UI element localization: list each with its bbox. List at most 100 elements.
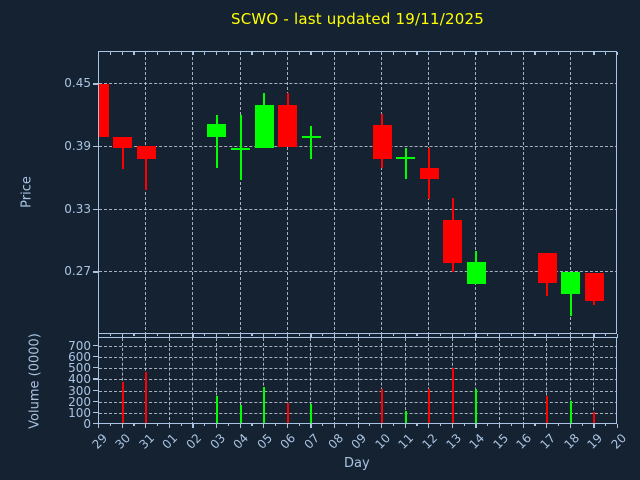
x-tick-label-text: 01 xyxy=(159,431,181,452)
x-tick-mark xyxy=(440,424,442,426)
x-tick-label-text: 31 xyxy=(136,431,158,452)
x-tick-mark xyxy=(510,424,513,426)
x-tick-mark xyxy=(357,424,359,428)
price-tick-label: 0.33 xyxy=(64,201,91,216)
volume-bar xyxy=(286,402,289,423)
volume-gridline-v xyxy=(286,338,288,423)
x-tick-mark xyxy=(463,424,465,426)
price-axis-label: Price xyxy=(19,176,35,208)
x-tick-mark xyxy=(463,334,465,336)
candle-body xyxy=(443,220,463,263)
x-tick-mark xyxy=(534,334,536,336)
x-tick-label-text: 02 xyxy=(183,431,205,452)
x-tick-mark xyxy=(133,424,135,426)
x-tick-mark xyxy=(605,424,607,426)
volume-panel xyxy=(98,337,617,424)
x-tick-mark xyxy=(133,334,135,336)
x-tick-mark xyxy=(251,424,253,426)
x-tick-mark xyxy=(251,334,253,336)
x-tick-mark xyxy=(546,424,548,428)
x-tick-label-text: 13 xyxy=(443,431,464,452)
volume-gridline-v xyxy=(215,338,217,423)
x-tick-label-text: 05 xyxy=(254,431,276,452)
x-tick-label-text: 18 xyxy=(561,431,582,452)
price-gridline-h xyxy=(99,208,616,210)
volume-gridline-v xyxy=(475,338,477,423)
x-tick-label-text: 20 xyxy=(608,431,629,452)
x-tick-mark xyxy=(617,334,619,338)
volume-tick-label: 200 xyxy=(68,394,91,409)
x-tick-label-text: 15 xyxy=(490,431,511,452)
candle-body xyxy=(584,273,604,301)
volume-gridline-v xyxy=(357,338,359,423)
x-tick-mark xyxy=(156,424,159,426)
price-tick-label: 0.45 xyxy=(64,76,91,91)
x-tick-mark xyxy=(510,334,513,336)
volume-bar xyxy=(451,368,454,423)
x-tick-mark xyxy=(345,424,347,426)
x-tick-mark xyxy=(558,424,560,426)
x-tick-mark xyxy=(145,424,147,428)
volume-tick-label: 500 xyxy=(68,361,91,376)
x-tick-mark xyxy=(322,424,324,426)
candle-body xyxy=(231,148,251,151)
x-tick-mark xyxy=(534,424,536,426)
candle-wick xyxy=(310,126,313,159)
volume-tick-label: 600 xyxy=(68,350,91,365)
x-tick-mark xyxy=(298,424,300,426)
volume-tick-label: 700 xyxy=(68,338,91,353)
volume-gridline-v xyxy=(310,338,312,423)
x-tick-mark xyxy=(109,424,111,426)
x-tick-mark xyxy=(263,424,265,428)
volume-gridline-v xyxy=(239,338,241,423)
price-gridline-v xyxy=(569,52,571,333)
price-gridline-v xyxy=(475,52,477,333)
x-tick-mark xyxy=(369,334,371,336)
price-gridline-v xyxy=(239,52,241,333)
candle-body xyxy=(278,105,298,148)
volume-gridline-v xyxy=(192,338,194,423)
x-tick-mark xyxy=(274,334,277,336)
x-tick-mark xyxy=(522,424,524,428)
x-tick-label-text: 14 xyxy=(466,431,488,452)
x-tick-label-text: 16 xyxy=(513,431,535,452)
x-tick-mark xyxy=(558,334,560,336)
x-tick-mark xyxy=(605,334,607,336)
price-gridline-v xyxy=(192,52,194,333)
volume-bar xyxy=(121,381,124,423)
x-tick-mark xyxy=(109,334,111,336)
x-tick-mark xyxy=(392,424,395,426)
x-tick-label-text: 07 xyxy=(301,431,323,452)
x-tick-label-text: 06 xyxy=(277,431,299,452)
candle-wick xyxy=(404,148,407,180)
volume-tick-label: 400 xyxy=(68,372,91,387)
volume-gridline-v xyxy=(168,338,170,423)
x-tick-mark xyxy=(617,424,619,428)
candle-body xyxy=(136,145,156,159)
x-tick-mark xyxy=(98,424,100,428)
volume-bar xyxy=(310,403,313,423)
x-tick-label-text: 30 xyxy=(112,431,134,452)
volume-bar xyxy=(475,388,478,423)
x-tick-mark xyxy=(156,334,159,336)
x-tick-mark xyxy=(428,424,430,428)
x-tick-mark xyxy=(239,424,241,428)
price-tick-label: 0.27 xyxy=(64,264,91,279)
candle-body xyxy=(537,252,557,283)
price-panel xyxy=(98,51,617,334)
x-tick-mark xyxy=(274,424,277,426)
volume-bar xyxy=(263,387,266,423)
x-tick-label-text: 11 xyxy=(395,431,417,452)
volume-gridline-v xyxy=(593,338,595,423)
volume-gridline-v xyxy=(546,338,548,423)
x-tick-mark xyxy=(392,334,395,336)
candle-body xyxy=(372,125,392,159)
x-tick-mark xyxy=(286,424,288,428)
x-tick-mark xyxy=(204,424,206,426)
candle-wick xyxy=(569,272,572,317)
x-tick-mark xyxy=(416,334,418,336)
volume-tick-label: 0 xyxy=(83,417,91,431)
x-tick-mark xyxy=(369,424,371,426)
volume-gridline-v xyxy=(333,338,335,423)
